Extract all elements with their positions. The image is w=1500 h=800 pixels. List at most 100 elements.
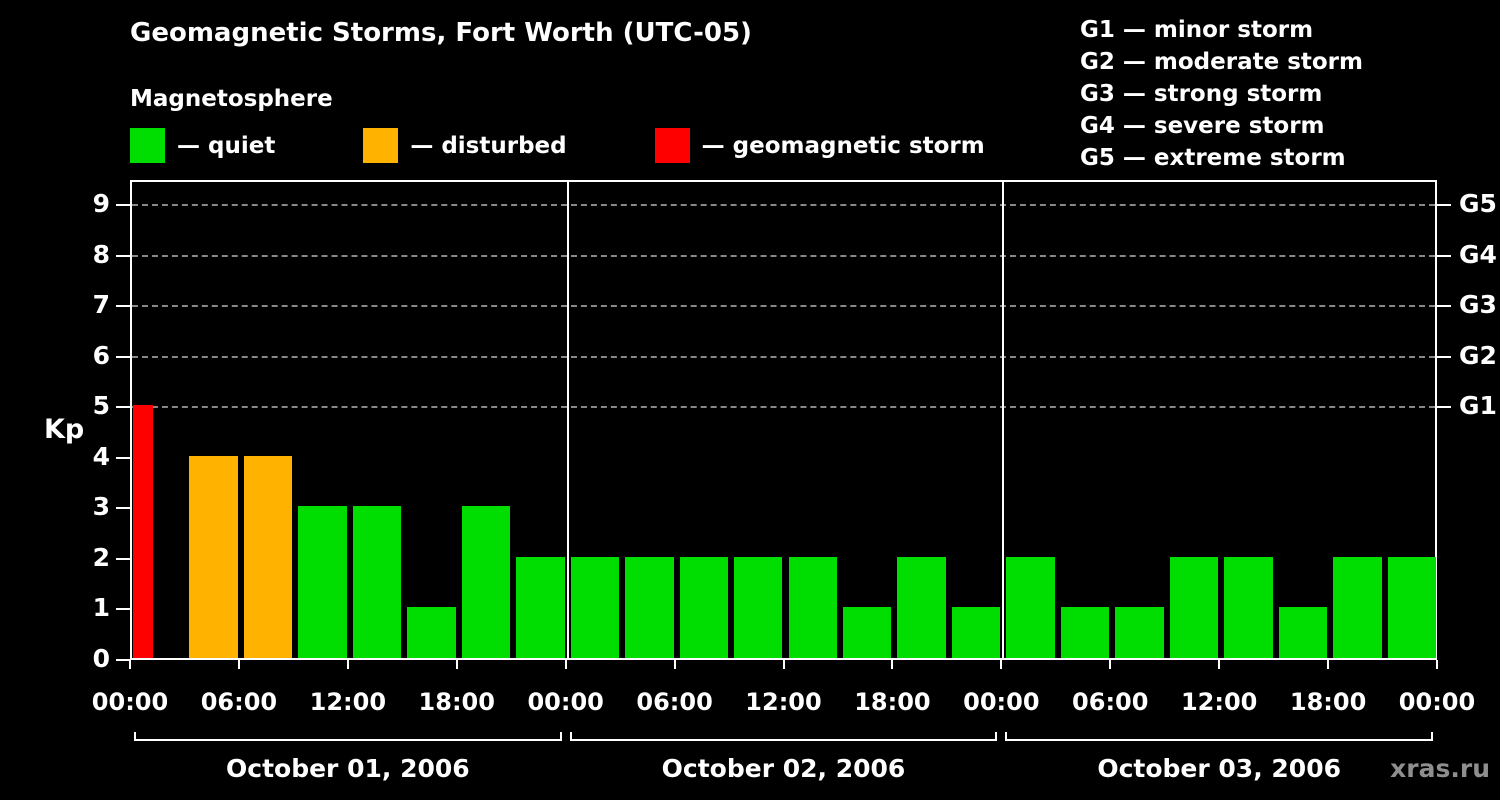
storm-scale-line-g4: G4 — severe storm [1080,113,1325,139]
day-label: October 01, 2006 [226,754,470,783]
y-tick-label: 4 [92,441,110,471]
x-axis-tick [346,660,349,669]
right-axis-label-g3: G3 [1459,290,1497,320]
day-label: October 03, 2006 [1097,754,1341,783]
y-axis-tick [116,608,130,611]
kp-bar [1115,607,1164,658]
right-axis-tick [1437,204,1451,207]
quiet-swatch-icon [130,128,165,163]
right-axis-label-g1: G1 [1459,391,1497,421]
day-bracket [569,732,998,741]
kp-bar [133,405,153,658]
legend-item-label: — disturbed [410,132,567,159]
kp-bar [1278,607,1328,658]
storm-scale-line-g2: G2 — moderate storm [1080,49,1363,75]
gridline-g3 [132,305,1435,308]
page-title: Geomagnetic Storms, Fort Worth (UTC-05) [130,18,752,48]
y-tick-label: 0 [92,644,110,673]
x-axis-tick [891,660,894,669]
kp-bar [298,506,347,658]
y-axis-tick [116,254,130,257]
x-axis-tick [1000,660,1003,669]
kp-bar [1060,607,1110,658]
y-tick-label: 5 [92,391,110,421]
kp-bar [679,556,729,658]
kp-bar [570,556,620,658]
x-tick-label: 18:00 [854,688,931,716]
y-axis-tick [116,204,130,207]
y-axis-tick [116,507,130,510]
kp-bar [1387,556,1436,658]
y-axis-tick [116,305,130,308]
kp-bar [189,455,238,658]
y-tick-label: 3 [92,492,110,522]
x-axis-tick [564,660,567,669]
day-bracket [134,732,562,741]
x-tick-label: 06:00 [1072,688,1149,716]
storm-scale-line-g3: G3 — strong storm [1080,81,1323,107]
kp-bar [625,556,674,658]
y-tick-label: 6 [92,340,110,370]
x-axis-tick [782,660,785,669]
day-separator [566,182,569,658]
kp-bar [243,455,293,658]
x-axis-tick [1436,660,1438,669]
right-axis-tick [1437,355,1451,358]
x-tick-label: 00:00 [527,688,604,716]
right-axis-label-g5: G5 [1459,189,1497,219]
y-axis-tick [116,659,130,661]
kp-bar [516,556,565,658]
storm-scale-line-g1: G1 — minor storm [1080,17,1314,43]
y-tick-label: 9 [92,189,110,219]
gridline-g2 [132,355,1435,358]
kp-bar [1006,556,1055,658]
x-axis-tick [1327,660,1330,669]
x-tick-label: 12:00 [745,688,822,716]
disturbed-swatch-icon [363,128,399,163]
x-tick-label: 00:00 [91,688,169,716]
x-tick-label: 18:00 [418,688,495,716]
x-tick-label: 00:00 [963,688,1040,716]
x-tick-label: 12:00 [1180,688,1258,716]
legend-item-quiet: — quiet [130,128,275,163]
kp-bar [788,556,837,658]
storm-scale-line-g5: G5 — extreme storm [1080,145,1346,171]
x-axis-tick [673,660,676,669]
x-axis-tick [1109,660,1112,669]
y-tick-label: 8 [92,239,110,269]
day-separator [1002,182,1005,658]
gridline-g1 [132,406,1435,409]
legend-item-disturbed: — disturbed [363,128,567,163]
x-axis-tick [455,660,458,669]
kp-bar [461,506,511,658]
legend-item-storm: — geomagnetic storm [654,128,985,163]
legend-item-label: — quiet [177,132,276,159]
kp-bar [951,607,1001,658]
gridline-g4 [132,254,1435,257]
day-label: October 02, 2006 [661,754,906,783]
y-tick-label: 7 [92,290,110,320]
kp-bar [1333,556,1382,658]
kp-bar [734,556,783,658]
kp-bar [352,506,402,658]
x-tick-label: 06:00 [200,688,278,716]
kp-bar [897,556,946,658]
y-tick-label: 2 [92,542,110,572]
right-axis-tick [1437,305,1451,308]
y-axis-tick [116,456,130,459]
x-tick-label: 18:00 [1289,688,1367,716]
kp-bar [1169,556,1219,658]
x-axis-tick [129,660,131,669]
storm-scale-legend: G1 — minor storm G2 — moderate storm G3 — … [1080,14,1363,174]
day-bracket [1005,732,1433,741]
y-axis-label: Kp [44,414,85,445]
right-axis-label-g2: G2 [1459,340,1497,370]
kp-bar [842,607,892,658]
kp-bar [1224,556,1273,658]
right-axis-label-g4: G4 [1459,239,1497,269]
chart-subtitle: Magnetosphere [130,86,333,112]
right-axis-tick [1437,254,1451,257]
x-tick-label: 12:00 [309,688,387,716]
y-axis-tick [116,557,130,560]
